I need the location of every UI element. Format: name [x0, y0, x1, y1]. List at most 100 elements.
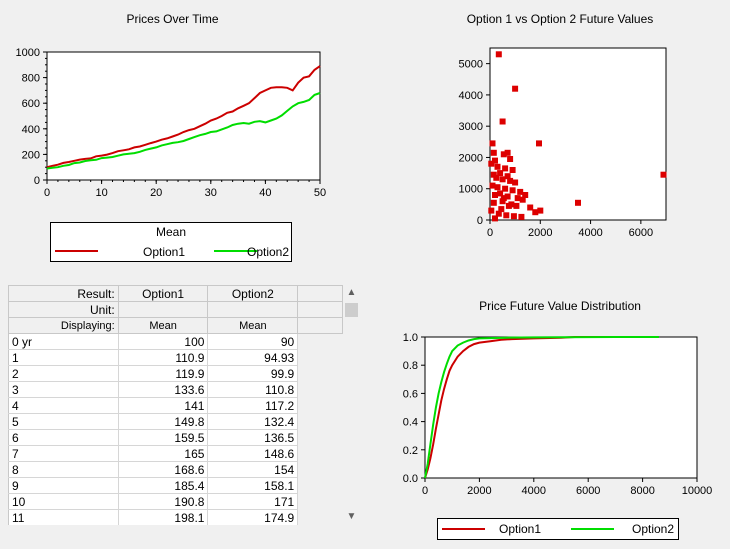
header-cell[interactable]: Option1	[117, 285, 209, 302]
table-row[interactable]: 8 168.6 154	[8, 461, 343, 478]
cell-option1[interactable]: 133.6	[117, 381, 209, 398]
header-cell[interactable]	[207, 301, 299, 318]
prices-over-time-chart: 0 10 20 30 40 50 0 200 400 600 800 1000	[16, 47, 327, 199]
header-cell[interactable]: Mean	[117, 317, 209, 334]
table-row[interactable]: 5 149.8 132.4	[8, 413, 343, 430]
scatter-point	[514, 195, 521, 202]
chevron-down-icon[interactable]: ▼	[346, 511, 357, 522]
y-tick-label: 0	[34, 175, 40, 187]
header-cell[interactable]	[117, 301, 209, 318]
y-tick-label: 4000	[459, 90, 483, 102]
cell-option1[interactable]: 190.8	[117, 493, 209, 510]
row-filler	[297, 365, 343, 382]
table-row[interactable]: 7 165 148.6	[8, 445, 343, 462]
legend-swatch-option1	[442, 528, 485, 530]
legend-label-option1: Option1	[143, 245, 186, 259]
scatter-point	[522, 192, 529, 198]
header-filler	[297, 317, 343, 334]
scatter-point	[493, 174, 500, 181]
scatter-point	[513, 202, 520, 209]
cell-option1[interactable]: 149.8	[117, 413, 209, 430]
cell-option1[interactable]: 141	[117, 397, 209, 414]
chart3-legend: Option1 Option2	[437, 518, 679, 540]
cell-option1[interactable]: 110.9	[117, 349, 209, 366]
row-filler	[297, 445, 343, 462]
table-header-row: Displaying: Mean Mean	[8, 317, 343, 334]
row-label: 11	[8, 509, 119, 525]
scroll-thumb[interactable]	[345, 303, 358, 317]
legend-swatch-option2	[571, 528, 614, 530]
cell-option2[interactable]: 99.9	[207, 365, 299, 382]
cell-option2[interactable]: 132.4	[207, 413, 299, 430]
row-filler	[297, 333, 343, 350]
cell-option2[interactable]: 90	[207, 333, 299, 350]
row-filler	[297, 461, 343, 478]
cell-option1[interactable]: 165	[117, 445, 209, 462]
results-table[interactable]: Result: Option1 Option2 Unit: Displaying: Mea…	[8, 285, 343, 525]
cell-option1[interactable]: 168.6	[117, 461, 209, 478]
table-row[interactable]: 2 119.9 99.9	[8, 365, 343, 382]
scatter-point	[509, 187, 516, 194]
cdf-line-option2	[424, 336, 659, 479]
cell-option2[interactable]: 110.8	[207, 381, 299, 398]
cell-option2[interactable]: 154	[207, 461, 299, 478]
cell-option2[interactable]: 117.2	[207, 397, 299, 414]
cell-option1[interactable]: 185.4	[117, 477, 209, 494]
x-tick-label: 2000	[528, 227, 552, 239]
x-tick-label: 4000	[578, 227, 602, 239]
row-label: 9	[8, 477, 119, 494]
plot-area	[489, 47, 667, 221]
table-row[interactable]: 1 110.9 94.93	[8, 349, 343, 366]
table-row[interactable]: 10 190.8 171	[8, 493, 343, 510]
chevron-up-icon[interactable]: ▲	[346, 287, 357, 298]
y-tick-label: 0	[477, 215, 483, 227]
scatter-point	[504, 149, 511, 156]
scatter-point	[537, 207, 544, 214]
scatter-point	[498, 206, 505, 213]
y-tick-label: 1000	[459, 184, 483, 196]
table-row[interactable]: 0 yr 100 90	[8, 333, 343, 350]
x-tick-label: 6000	[576, 485, 600, 497]
scatter-point	[502, 165, 509, 172]
legend-swatch-option2	[214, 250, 257, 252]
row-label: 0 yr	[8, 333, 119, 350]
scatter-point	[492, 157, 498, 164]
cell-option1[interactable]: 159.5	[117, 429, 209, 446]
scatter-point	[512, 179, 519, 186]
header-cell[interactable]: Option2	[207, 285, 299, 302]
table-header-row: Result: Option1 Option2	[8, 285, 343, 302]
scatter-point	[575, 199, 581, 206]
scatter-point	[499, 176, 506, 183]
table-row[interactable]: 11 198.1 174.9	[8, 509, 343, 525]
table-scrollbar[interactable]: ▲ ▼	[343, 285, 360, 525]
y-tick-label: 0.2	[403, 445, 418, 457]
cell-option2[interactable]: 148.6	[207, 445, 299, 462]
scatter-point	[512, 85, 519, 92]
scatter-point	[502, 185, 509, 192]
table-row[interactable]: 9 185.4 158.1	[8, 477, 343, 494]
cell-option2[interactable]: 158.1	[207, 477, 299, 494]
scatter-point	[507, 177, 514, 184]
plot-area	[424, 336, 698, 479]
cell-option2[interactable]: 174.9	[207, 509, 299, 525]
y-tick-label: 1.0	[403, 332, 418, 344]
legend-label-option2: Option2	[247, 245, 290, 259]
table-row[interactable]: 4 141 117.2	[8, 397, 343, 414]
header-label: Result:	[8, 285, 119, 302]
cell-option1[interactable]: 198.1	[117, 509, 209, 525]
table-row[interactable]: 3 133.6 110.8	[8, 381, 343, 398]
cell-option2[interactable]: 171	[207, 493, 299, 510]
chart2-title: Option 1 vs Option 2 Future Values	[466, 12, 654, 26]
legend-label-option1: Option1	[499, 522, 542, 536]
cell-option2[interactable]: 94.93	[207, 349, 299, 366]
cell-option1[interactable]: 100	[117, 333, 209, 350]
cell-option1[interactable]: 119.9	[117, 365, 209, 382]
cell-option2[interactable]: 136.5	[207, 429, 299, 446]
scatter-point	[499, 118, 506, 125]
header-filler	[297, 301, 343, 318]
header-cell[interactable]: Mean	[207, 317, 299, 334]
row-filler	[297, 429, 343, 446]
scatter-point	[488, 160, 495, 167]
scatter-point	[488, 207, 495, 214]
table-row[interactable]: 6 159.5 136.5	[8, 429, 343, 446]
